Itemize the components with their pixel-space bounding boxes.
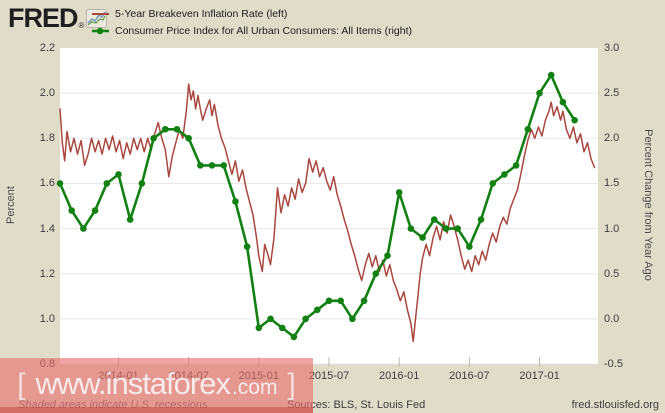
legend: 5-Year Breakeven Inflation Rate (left) C… xyxy=(91,5,412,39)
right-axis-tick-label: -0.5 xyxy=(604,358,623,370)
watermark-right-bracket: ] xyxy=(287,367,296,401)
x-axis-tick-label: 2016-01 xyxy=(378,370,420,382)
right-axis-tick-label: 0.0 xyxy=(604,312,620,325)
right-axis-tick-label: 2.5 xyxy=(604,87,620,100)
cpi-line-dot-swatch xyxy=(91,26,110,36)
watermark-tld: .com xyxy=(231,375,278,399)
right-axis-tick-label: 1.5 xyxy=(604,177,620,190)
x-axis-tick-label: 2017-01 xyxy=(519,370,560,382)
legend-label-breakeven: 5-Year Breakeven Inflation Rate (left) xyxy=(115,7,288,20)
right-axis-tick-label: 0.5 xyxy=(604,267,620,280)
instaforex-watermark: [ www.instaforex .com ] xyxy=(0,358,313,413)
left-axis-tick-label: 1.4 xyxy=(39,222,55,235)
right-axis-tick-label: 3.0 xyxy=(604,42,620,54)
left-axis-tick-label: 1.8 xyxy=(39,132,55,145)
right-axis-tick-label: 1.0 xyxy=(604,222,620,235)
watermark-domain: www.instaforex xyxy=(35,365,231,401)
x-axis-tick-label: 2016-07 xyxy=(449,370,490,382)
left-axis-tick-label: 1.6 xyxy=(39,177,55,190)
right-axis-tick-label: 2.0 xyxy=(604,132,620,145)
sources-text: Sources: BLS, St. Louis Fed xyxy=(287,399,426,411)
breakeven-line-swatch xyxy=(91,11,110,17)
watermark-left-bracket: [ xyxy=(17,367,26,401)
legend-item-cpi: Consumer Price Index for All Urban Consu… xyxy=(91,22,412,39)
legend-label-cpi: Consumer Price Index for All Urban Consu… xyxy=(115,24,413,37)
fred-logo-text: FRED xyxy=(8,3,78,33)
left-axis-tick-label: 1.2 xyxy=(39,267,55,280)
left-axis-tick-label: 2.2 xyxy=(39,42,55,54)
x-axis-tick-label: 2015-07 xyxy=(308,370,350,382)
fred-url-link[interactable]: fred.stlouisfed.org xyxy=(571,399,659,411)
left-axis-tick-label: 1.0 xyxy=(39,312,55,325)
instaforex-watermark-text: [ www.instaforex .com ] xyxy=(17,366,296,402)
left-axis-tick-label: 2.0 xyxy=(39,87,55,100)
registered-mark: ® xyxy=(78,21,85,30)
legend-item-breakeven: 5-Year Breakeven Inflation Rate (left) xyxy=(91,5,412,22)
watermark-bottom-strip xyxy=(0,407,313,413)
